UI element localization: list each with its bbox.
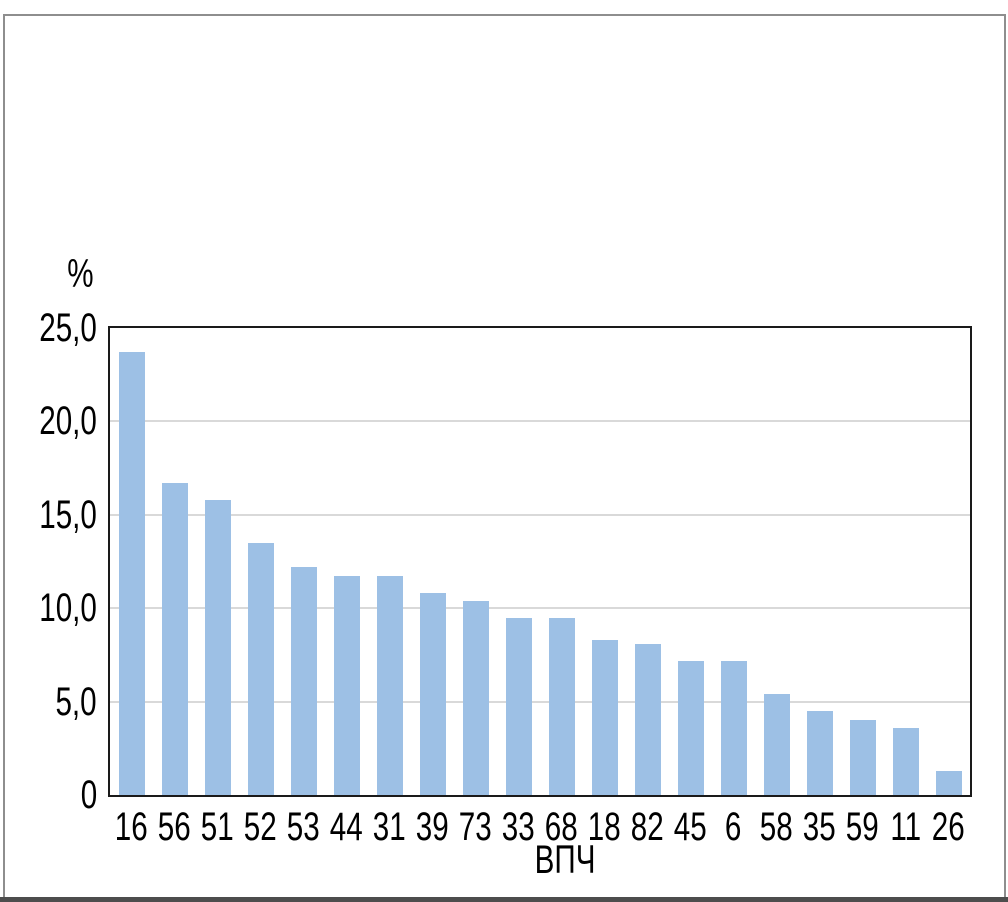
x-tick-label: 33 (502, 805, 535, 849)
bar-hpv-53 (290, 567, 317, 795)
x-tick-label: 53 (287, 805, 320, 849)
y-tick-label: 0 (80, 773, 97, 817)
x-axis-title: ВПЧ (495, 840, 635, 880)
bar-hpv-6 (720, 660, 747, 795)
bars-layer (110, 328, 970, 795)
x-tick-label: 59 (846, 805, 879, 849)
x-tick-label: 26 (932, 805, 965, 849)
bar-hpv-35 (806, 710, 833, 795)
x-tick-label: 73 (459, 805, 492, 849)
bar-hpv-44 (333, 576, 360, 795)
x-tick-label: 16 (115, 805, 148, 849)
x-tick-label: 68 (545, 805, 578, 849)
plot-area (108, 326, 972, 797)
gridlines-layer (110, 328, 970, 795)
bar-hpv-68 (548, 617, 575, 795)
bar-hpv-16 (118, 352, 145, 795)
x-tick-label: 58 (760, 805, 793, 849)
x-tick-label: 52 (244, 805, 277, 849)
x-tick-label: 39 (416, 805, 449, 849)
y-axis-title-label: % (67, 252, 94, 296)
x-axis-title-label: ВПЧ (534, 838, 596, 882)
gridline (110, 700, 970, 703)
x-tick-label: 82 (631, 805, 664, 849)
bar-hpv-56 (161, 483, 188, 795)
gridline (110, 513, 970, 516)
bar-hpv-18 (591, 639, 618, 795)
x-tick-label: 51 (201, 805, 234, 849)
x-tick-label: 44 (330, 805, 363, 849)
bar-hpv-73 (462, 600, 489, 795)
x-tick-label: 6 (725, 805, 742, 849)
bar-hpv-51 (204, 499, 231, 795)
y-tick-label: 10,0 (39, 586, 97, 631)
bar-hpv-59 (849, 720, 876, 795)
y-tick-label: 25,0 (39, 306, 97, 350)
gridline (110, 607, 970, 610)
bar-hpv-58 (763, 694, 790, 795)
x-tick-label: 31 (373, 805, 406, 849)
y-tick-label: 5,0 (55, 679, 97, 724)
x-tick-label: 11 (890, 805, 921, 849)
bar-hpv-11 (892, 727, 919, 795)
y-tick-label: 20,0 (39, 399, 97, 444)
x-tick-label: 18 (588, 805, 621, 849)
gridline (110, 420, 970, 423)
x-tick-label: 56 (158, 805, 191, 849)
bar-hpv-26 (935, 770, 962, 795)
bar-hpv-52 (247, 542, 274, 795)
y-tick-label: 15,0 (39, 492, 97, 537)
bar-hpv-39 (419, 593, 446, 795)
bar-hpv-82 (634, 643, 661, 795)
y-axis-title: % (0, 254, 94, 294)
bar-hpv-45 (677, 660, 704, 795)
bottom-rule (0, 897, 1008, 902)
x-tick-label: 35 (803, 805, 836, 849)
x-tick-label: 45 (674, 805, 707, 849)
bar-hpv-31 (376, 576, 403, 795)
bar-hpv-33 (505, 617, 532, 795)
